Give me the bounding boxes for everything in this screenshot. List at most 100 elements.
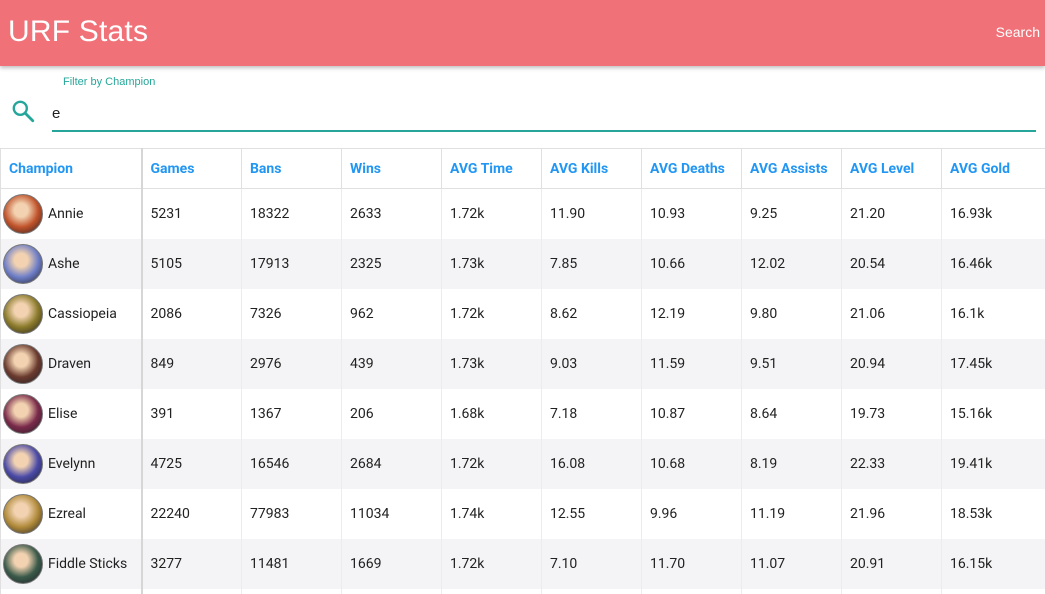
- cell-avg-level: 20.94: [841, 339, 942, 389]
- filter-bar: Filter by Champion: [0, 66, 1045, 148]
- stats-table-container: Champion Games Bans Wins AVG Time AVG Ki…: [0, 148, 1045, 594]
- cell-avg-time: 1.72k: [441, 188, 542, 239]
- cell-wins: 206: [341, 389, 442, 439]
- cell-wins: 1669: [341, 539, 442, 589]
- cell-avg-deaths: 10.87: [641, 389, 742, 439]
- cell-avg-gold: 16.93k: [941, 188, 1045, 239]
- table-row[interactable]: Ezreal 22240 77983 11034 1.74k 12.55 9.9…: [0, 489, 1045, 539]
- cell-games: 5105: [141, 239, 242, 289]
- cell-avg-gold: 16.46k: [941, 239, 1045, 289]
- cell-avg-assists: 9.51: [741, 339, 842, 389]
- column-header-avg-gold[interactable]: AVG Gold: [941, 148, 1045, 189]
- column-header-avg-time[interactable]: AVG Time: [441, 148, 542, 189]
- cell-avg-time: 1.72k: [441, 439, 542, 489]
- cell-games: [141, 589, 242, 594]
- column-header-avg-level[interactable]: AVG Level: [841, 148, 942, 189]
- cell-avg-level: 20.54: [841, 239, 942, 289]
- cell-avg-assists: 11.19: [741, 489, 842, 539]
- cell-avg-time: 1.72k: [441, 539, 542, 589]
- table-row[interactable]: Elise 391 1367 206 1.68k 7.18 10.87 8.64…: [0, 389, 1045, 439]
- column-header-champion[interactable]: Champion: [0, 148, 143, 189]
- cell-games: 2086: [141, 289, 242, 339]
- cell-avg-deaths: 11.59: [641, 339, 742, 389]
- column-header-avg-kills[interactable]: AVG Kills: [541, 148, 642, 189]
- cell-games: 3277: [141, 539, 242, 589]
- table-header-row: Champion Games Bans Wins AVG Time AVG Ki…: [0, 148, 1045, 189]
- filter-label: Filter by Champion: [63, 76, 156, 88]
- column-header-avg-assists[interactable]: AVG Assists: [741, 148, 842, 189]
- champion-avatar: [3, 294, 43, 334]
- champion-name: Ashe: [48, 256, 80, 272]
- cell-avg-gold: 16.1k: [941, 289, 1045, 339]
- cell-bans: 7326: [241, 289, 342, 339]
- search-link[interactable]: Search: [995, 24, 1040, 40]
- champion-avatar: [3, 244, 43, 284]
- cell-avg-assists: [741, 589, 842, 594]
- cell-bans: 16546: [241, 439, 342, 489]
- table-row[interactable]: Annie 5231 18322 2633 1.72k 11.90 10.93 …: [0, 188, 1045, 239]
- cell-games: 5231: [141, 188, 242, 239]
- cell-avg-gold: 15.16k: [941, 389, 1045, 439]
- cell-avg-level: 21.06: [841, 289, 942, 339]
- table-row[interactable]: Evelynn 4725 16546 2684 1.72k 16.08 10.6…: [0, 439, 1045, 489]
- cell-avg-time: 1.73k: [441, 339, 542, 389]
- champion-filter-input[interactable]: [52, 96, 1036, 132]
- cell-wins: 2633: [341, 188, 442, 239]
- champion-name: Cassiopeia: [48, 306, 117, 322]
- cell-avg-kills: 7.10: [541, 539, 642, 589]
- cell-bans: 17913: [241, 239, 342, 289]
- search-icon: [10, 98, 36, 124]
- champion-name: Draven: [48, 356, 92, 372]
- column-header-bans[interactable]: Bans: [241, 148, 342, 189]
- cell-avg-deaths: 10.93: [641, 188, 742, 239]
- cell-avg-level: 20.91: [841, 539, 942, 589]
- champion-avatar: [3, 444, 43, 484]
- column-header-wins[interactable]: Wins: [341, 148, 442, 189]
- column-header-games[interactable]: Games: [141, 148, 242, 189]
- table-row[interactable]: Fiddle Sticks 3277 11481 1669 1.72k 7.10…: [0, 539, 1045, 589]
- champion-name: Evelynn: [48, 456, 96, 472]
- cell-avg-deaths: 10.66: [641, 239, 742, 289]
- cell-avg-assists: 11.07: [741, 539, 842, 589]
- table-row[interactable]: Cassiopeia 2086 7326 962 1.72k 8.62 12.1…: [0, 289, 1045, 339]
- cell-avg-gold: 19.41k: [941, 439, 1045, 489]
- champion-avatar: [3, 194, 43, 234]
- cell-avg-time: 1.72k: [441, 289, 542, 339]
- cell-games: 22240: [141, 489, 242, 539]
- cell-avg-gold: 17.45k: [941, 339, 1045, 389]
- stats-table: Champion Games Bans Wins AVG Time AVG Ki…: [0, 148, 1045, 594]
- cell-avg-deaths: 12.19: [641, 289, 742, 339]
- table-row[interactable]: [0, 589, 1045, 594]
- cell-bans: 1367: [241, 389, 342, 439]
- cell-wins: [341, 589, 442, 594]
- cell-avg-assists: 8.19: [741, 439, 842, 489]
- cell-avg-time: 1.74k: [441, 489, 542, 539]
- champion-avatar: [3, 544, 43, 584]
- cell-avg-level: 22.33: [841, 439, 942, 489]
- cell-avg-time: 1.68k: [441, 389, 542, 439]
- app-header: URF Stats Search: [0, 0, 1045, 66]
- cell-avg-assists: 9.25: [741, 188, 842, 239]
- cell-avg-kills: 8.62: [541, 289, 642, 339]
- cell-avg-deaths: 10.68: [641, 439, 742, 489]
- champion-avatar: [3, 344, 43, 384]
- cell-avg-assists: 9.80: [741, 289, 842, 339]
- table-row[interactable]: Draven 849 2976 439 1.73k 9.03 11.59 9.5…: [0, 339, 1045, 389]
- cell-avg-kills: 16.08: [541, 439, 642, 489]
- cell-avg-level: 21.20: [841, 188, 942, 239]
- cell-avg-time: 1.73k: [441, 239, 542, 289]
- cell-avg-deaths: [641, 589, 742, 594]
- cell-bans: 11481: [241, 539, 342, 589]
- cell-wins: 2684: [341, 439, 442, 489]
- cell-wins: 439: [341, 339, 442, 389]
- cell-avg-level: 19.73: [841, 389, 942, 439]
- cell-bans: [241, 589, 342, 594]
- cell-avg-kills: [541, 589, 642, 594]
- column-header-avg-deaths[interactable]: AVG Deaths: [641, 148, 742, 189]
- champion-name: Ezreal: [48, 506, 86, 522]
- cell-avg-assists: 12.02: [741, 239, 842, 289]
- cell-wins: 11034: [341, 489, 442, 539]
- table-row[interactable]: Ashe 5105 17913 2325 1.73k 7.85 10.66 12…: [0, 239, 1045, 289]
- cell-avg-time: [441, 589, 542, 594]
- champion-name: Fiddle Sticks: [48, 556, 128, 572]
